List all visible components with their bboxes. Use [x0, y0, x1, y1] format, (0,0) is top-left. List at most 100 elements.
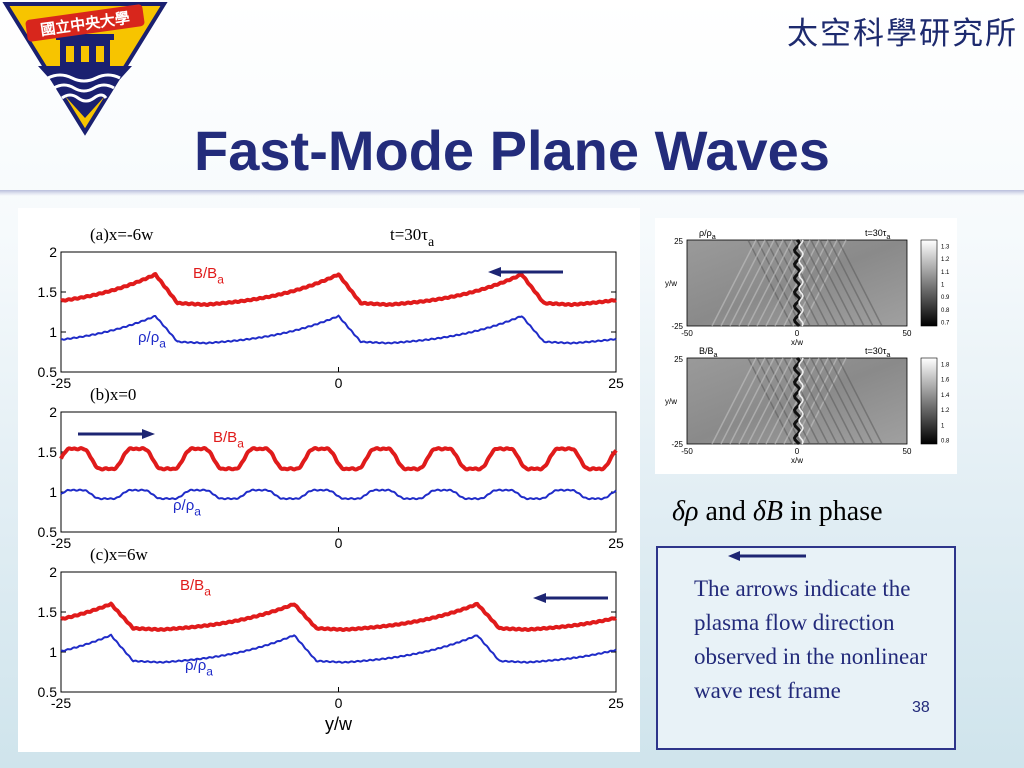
- phase-caption: δρ and δB in phase: [672, 496, 942, 528]
- series-line-rho: [60, 633, 617, 664]
- series-label-b: B/Ba: [213, 429, 244, 450]
- heatmap-time: t=30τa: [865, 228, 890, 241]
- wave-streak: [747, 239, 793, 327]
- wave-streak: [837, 239, 883, 327]
- colorbar-tick-label: 1.1: [941, 270, 950, 276]
- series-line-b: [60, 601, 618, 632]
- phase-and: and: [698, 496, 753, 527]
- wave-streak: [810, 239, 856, 327]
- phase-drho: δρ: [672, 496, 699, 527]
- note-box: The arrows indicate the plasma flow dire…: [656, 546, 956, 750]
- title-divider: [0, 190, 1024, 196]
- wave-streak: [819, 357, 865, 445]
- plot-frame: [60, 571, 617, 693]
- x-tick-label: 0: [335, 375, 343, 391]
- heatmap-title: B/Ba: [699, 346, 718, 359]
- y-tick-label: 0.5: [38, 364, 58, 380]
- series-line-b: [60, 272, 617, 308]
- panel-label: (a)x=-6w: [90, 225, 154, 244]
- y-tick-label: 2: [49, 244, 57, 260]
- y-tick-label: 1: [49, 484, 57, 500]
- y-tick-label: 0.5: [38, 684, 58, 700]
- x-tick-label: -25: [51, 535, 71, 551]
- series-label-rho: ρ/ρa: [185, 657, 213, 678]
- y-tick-label: 0.5: [38, 524, 58, 540]
- heatmap-y-label: y/w: [665, 279, 677, 288]
- wave-streak: [738, 239, 784, 327]
- central-boundary-light: [798, 239, 804, 327]
- heatmap-y-tick: 25: [674, 237, 683, 246]
- wave-streak: [720, 357, 766, 445]
- colorbar-tick-label: 1.3: [941, 245, 950, 251]
- heatmap-x-tick: 0: [795, 447, 800, 456]
- heatmap-x-label: x/w: [791, 338, 803, 347]
- wave-streak: [801, 357, 847, 445]
- line-panel-1: 0.5 1 1.5 2 -25 0 25 B/Ba ρ/ρa (a)x=-6w t=30τa: [38, 225, 624, 391]
- line-plot-figure: 0.5 1 1.5 2 -25 0 25 B/Ba ρ/ρa (a)x=-6w t=30τa 0.5 1…: [18, 208, 640, 752]
- time-label: t=30τa: [390, 225, 434, 249]
- phase-dB: δB: [752, 496, 784, 527]
- series-line-rho: [61, 314, 617, 345]
- heatmap-title: ρ/ρa: [699, 228, 716, 241]
- colorbar-tick-label: 1: [941, 423, 945, 429]
- colorbar-tick-label: 0.9: [941, 295, 950, 301]
- colorbar-tick-label: 1.2: [941, 408, 950, 414]
- x-tick-label: 0: [335, 695, 343, 711]
- plot-frame: [60, 251, 617, 373]
- y-tick-label: 1.5: [38, 444, 58, 460]
- heatmap-y-tick: -25: [671, 322, 683, 331]
- wave-streak: [783, 239, 829, 327]
- wave-streak: [837, 357, 883, 445]
- heatmap-x-tick: 50: [903, 329, 912, 338]
- heatmap-y-label: y/w: [665, 397, 677, 406]
- wave-streak: [711, 357, 757, 445]
- heatmap-x-label: x/w: [791, 456, 803, 465]
- heatmaps-svg: ρ/ρa t=30τa 25 -25 y/w -50 0 50 x/w 1.3 1.2 1.1 1 0.9…: [665, 228, 950, 465]
- heatmap-panel-2: B/Ba t=30τa 25 -25 y/w -50 0 50 x/w 1.8 1.6 1.4 1.2 1…: [665, 346, 950, 465]
- colorbar-tick-label: 0.8: [941, 308, 950, 314]
- logo-wave-emblem: [38, 34, 132, 118]
- university-logo: 國立中央大學: [2, 2, 168, 136]
- note-text: The arrows indicate the plasma flow dire…: [694, 576, 928, 703]
- y-tick-label: 1: [49, 324, 57, 340]
- wave-streak: [801, 239, 847, 327]
- page-number: 38: [912, 699, 930, 716]
- series-label-b: B/Ba: [193, 265, 224, 286]
- wave-streak: [828, 239, 874, 327]
- x-axis-label: y/w: [325, 714, 353, 734]
- wave-streak: [828, 357, 874, 445]
- x-tick-label: -25: [51, 695, 71, 711]
- y-tick-label: 1.5: [38, 604, 58, 620]
- colorbar-tick-label: 1: [941, 283, 945, 289]
- wave-streak: [819, 239, 865, 327]
- y-tick-label: 1: [49, 644, 57, 660]
- wave-streak: [783, 357, 829, 445]
- heatmap-panel-1: ρ/ρa t=30τa 25 -25 y/w -50 0 50 x/w 1.3 1.2 1.1 1 0.9…: [665, 228, 950, 347]
- phase-rest: in phase: [783, 496, 883, 527]
- wave-streak: [729, 357, 775, 445]
- line-panel-2: 0.5 1 1.5 2 -25 0 25 B/Ba ρ/ρa (b)x=0: [38, 385, 624, 551]
- flow-arrow-icon: [533, 593, 608, 603]
- colorbar-tick-label: 1.2: [941, 257, 950, 263]
- heatmap-x-tick: -50: [681, 447, 693, 456]
- series-label-rho: ρ/ρa: [173, 497, 201, 518]
- series-line-b: [59, 446, 618, 472]
- flow-arrow-icon: [78, 429, 155, 439]
- wave-streak: [756, 239, 802, 327]
- heatmap-x-tick: 0: [795, 329, 800, 338]
- institute-name: 太空科學研究所: [787, 16, 1018, 52]
- wave-streak: [720, 239, 766, 327]
- heatmap-figure: ρ/ρa t=30τa 25 -25 y/w -50 0 50 x/w 1.3 1.2 1.1 1 0.9…: [655, 218, 957, 474]
- x-tick-label: 25: [608, 375, 624, 391]
- colorbar-tick-label: 1.6: [941, 378, 950, 384]
- wave-streak: [792, 357, 838, 445]
- heatmap-y-tick: 25: [674, 355, 683, 364]
- panel-label: (c)x=6w: [90, 545, 148, 564]
- heatmap-x-tick: 50: [903, 447, 912, 456]
- x-tick-label: -25: [51, 375, 71, 391]
- series-label-b: B/Ba: [180, 577, 211, 598]
- wave-streak: [810, 357, 856, 445]
- heatmap-time: t=30τa: [865, 346, 890, 359]
- slide-title: Fast-Mode Plane Waves: [194, 119, 830, 182]
- colorbar-tick-label: 1.4: [941, 393, 950, 399]
